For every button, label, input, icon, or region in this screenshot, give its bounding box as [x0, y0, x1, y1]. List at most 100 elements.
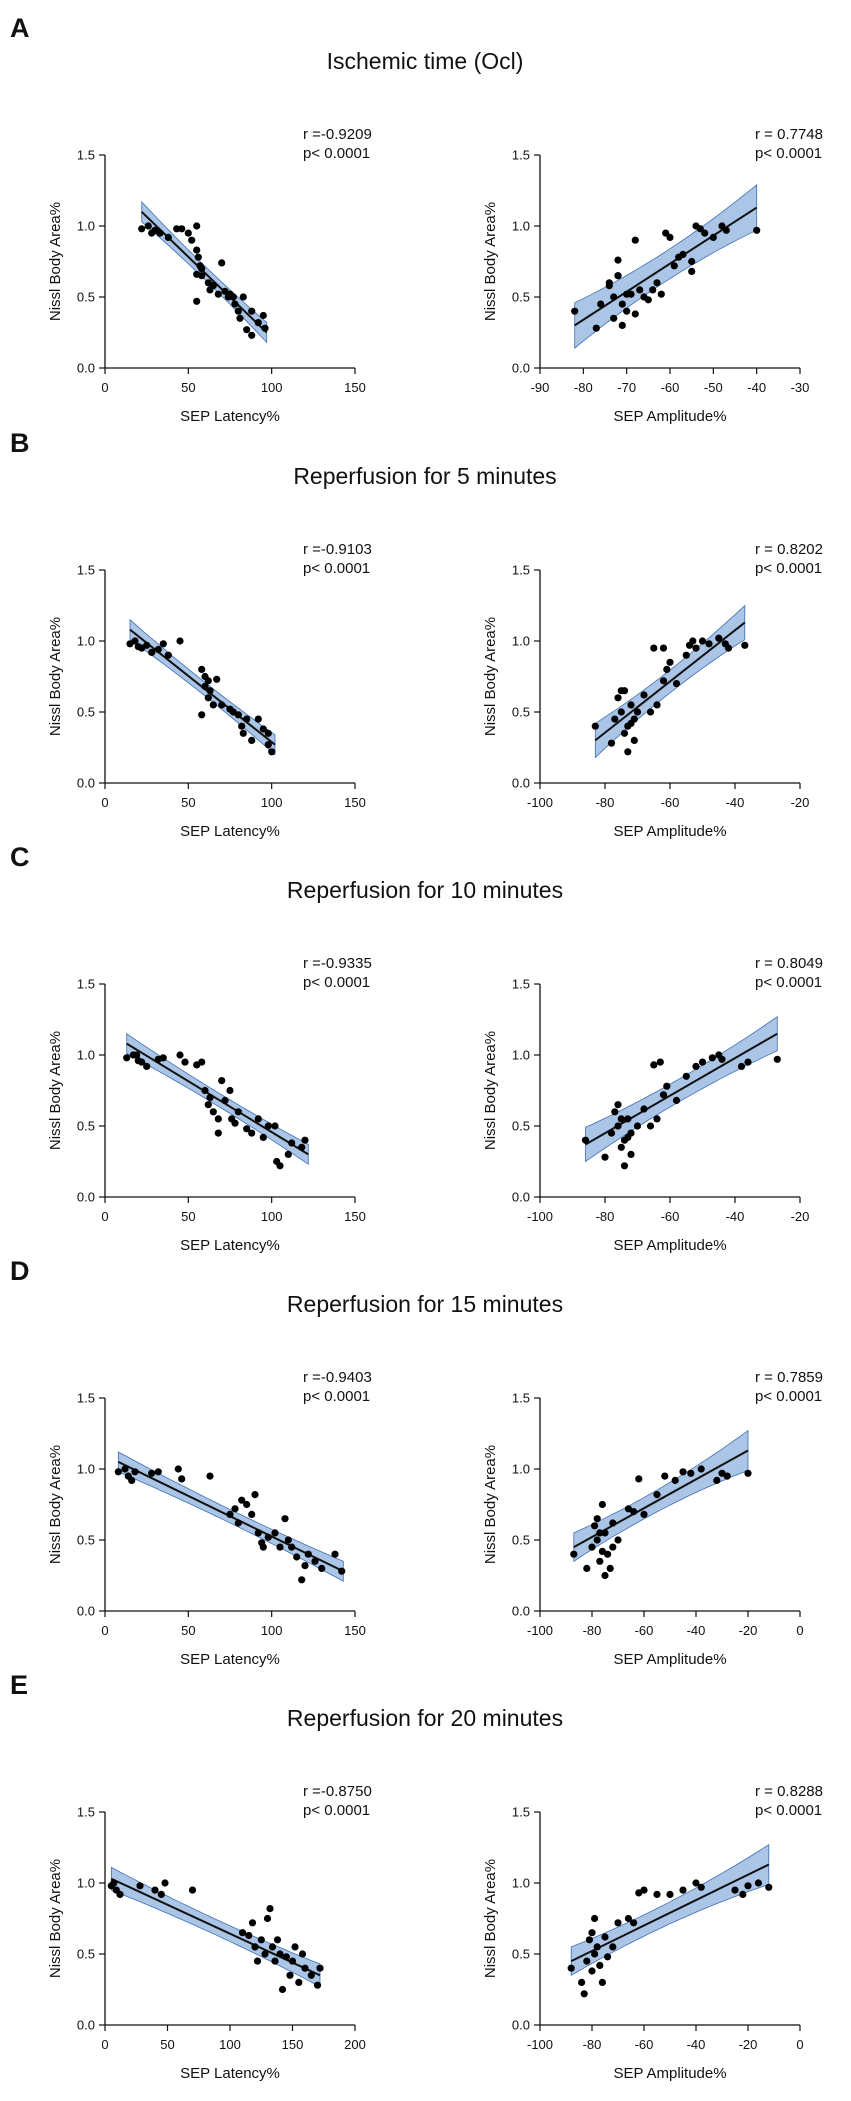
- x-tick-label: 50: [181, 1623, 195, 1638]
- data-point: [591, 1522, 599, 1530]
- panel-letter: B: [10, 428, 30, 458]
- x-tick-label: -70: [617, 380, 636, 395]
- data-point: [588, 1967, 596, 1975]
- data-point: [646, 1122, 655, 1130]
- data-point: [604, 1550, 612, 1558]
- data-point: [630, 715, 638, 723]
- data-point: [692, 644, 700, 652]
- y-axis-label: Nissl Body Area%: [47, 1031, 64, 1150]
- data-point: [209, 1108, 217, 1116]
- y-tick-label: 0.0: [77, 1190, 95, 1205]
- data-point: [672, 680, 681, 688]
- data-point: [744, 1469, 752, 1477]
- data-point: [666, 658, 674, 666]
- data-point: [640, 1886, 648, 1894]
- data-point: [596, 1557, 604, 1565]
- data-point: [206, 1472, 214, 1480]
- data-point: [731, 1886, 739, 1894]
- x-tick-label: 150: [344, 380, 366, 395]
- data-point: [198, 1058, 206, 1066]
- data-point: [116, 1890, 124, 1898]
- data-point: [635, 1475, 643, 1483]
- data-point: [659, 644, 668, 652]
- correlation-r: r =-0.9403: [303, 1369, 372, 1386]
- latency-scatter-plot: 0.0 0.5 1.0 1.5 0 50 100 150 SEP Latency% Nissl B…: [47, 1369, 372, 1668]
- data-point: [213, 675, 221, 683]
- y-tick-label: 0.0: [512, 1604, 530, 1619]
- data-point: [701, 229, 709, 237]
- x-axis-label: SEP Latency%: [180, 823, 280, 840]
- data-point: [259, 1543, 267, 1551]
- data-point: [640, 1510, 648, 1518]
- data-point: [708, 1054, 716, 1062]
- y-axis-label: Nissl Body Area%: [47, 1445, 64, 1564]
- data-point: [661, 1472, 669, 1480]
- y-tick-label: 1.5: [512, 148, 530, 163]
- data-point: [259, 725, 267, 733]
- data-point: [715, 634, 723, 642]
- amplitude-scatter-plot: 0.0 0.5 1.0 1.5 -100 -80 -60 -40 -20 SEP Amplitud…: [482, 541, 823, 840]
- amplitude-scatter-plot: 0.0 0.5 1.0 1.5 -100 -80 -60 -40 -20 0 SEP Amplitu…: [482, 1369, 823, 1668]
- x-axis-label: SEP Latency%: [180, 2065, 280, 2082]
- x-tick-label: 100: [261, 380, 283, 395]
- data-point: [679, 1468, 687, 1476]
- data-point: [298, 1143, 306, 1151]
- x-tick-label: -30: [791, 380, 810, 395]
- data-point: [631, 236, 639, 244]
- x-tick-label: -60: [661, 795, 680, 810]
- regression-line: [584, 1032, 778, 1146]
- data-point: [204, 677, 212, 685]
- data-point: [248, 1510, 256, 1518]
- data-point: [218, 1077, 226, 1085]
- y-tick-label: 0.0: [512, 2018, 530, 2033]
- data-point: [596, 1961, 604, 1969]
- data-point: [238, 1496, 246, 1504]
- x-tick-label: -60: [635, 2037, 654, 2052]
- data-point: [737, 1062, 746, 1070]
- data-point: [214, 1115, 222, 1123]
- y-tick-label: 0.0: [512, 1190, 530, 1205]
- data-point: [607, 1129, 616, 1137]
- data-point: [121, 1465, 129, 1473]
- data-point: [624, 1914, 633, 1923]
- data-point: [157, 1890, 165, 1898]
- data-point: [313, 1981, 322, 1989]
- x-tick-label: -80: [574, 380, 593, 395]
- data-point: [624, 1115, 632, 1123]
- y-tick-label: 0.5: [512, 1947, 530, 1962]
- data-point: [753, 226, 761, 234]
- data-point: [161, 1879, 169, 1887]
- data-point: [620, 729, 629, 737]
- data-point: [143, 641, 151, 649]
- data-point: [585, 1936, 594, 1944]
- data-point: [136, 1882, 144, 1890]
- x-tick-label: 50: [181, 380, 195, 395]
- panel-b: B Reperfusion for 5 minutes 0.0 0.5 1.0 1.5 0 5…: [10, 428, 823, 840]
- data-point: [610, 293, 618, 301]
- data-point: [239, 293, 247, 301]
- data-point: [338, 1567, 346, 1575]
- amplitude-scatter-plot: 0.0 0.5 1.0 1.5 -100 -80 -60 -40 -20 0 SEP Amplitu…: [482, 1783, 823, 2082]
- data-point: [268, 1943, 277, 1951]
- data-point: [697, 1883, 705, 1891]
- data-point: [627, 290, 635, 298]
- data-point: [263, 1914, 272, 1923]
- data-point: [159, 640, 167, 648]
- y-axis-label: Nissl Body Area%: [47, 617, 64, 736]
- data-point: [604, 1953, 612, 1961]
- data-point: [193, 297, 201, 305]
- data-point: [239, 729, 247, 737]
- data-point: [653, 1491, 661, 1499]
- data-point: [264, 741, 272, 749]
- data-point: [174, 1465, 182, 1473]
- data-point: [696, 225, 704, 233]
- data-point: [610, 314, 618, 322]
- amplitude-scatter-plot: 0.0 0.5 1.0 1.5 -90 -80 -70 -60 -50 -40 -30 SEP Amp…: [482, 126, 823, 425]
- data-point: [178, 1475, 186, 1483]
- data-point: [144, 222, 152, 230]
- data-point: [206, 1094, 214, 1102]
- data-point: [650, 1061, 658, 1069]
